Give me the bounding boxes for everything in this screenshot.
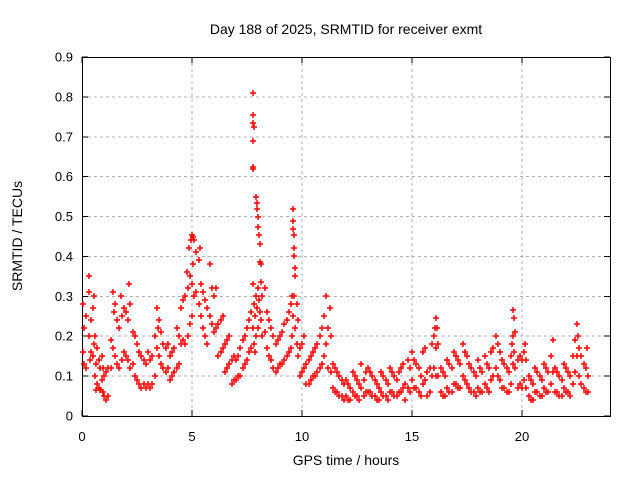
grid-lines bbox=[82, 57, 610, 416]
x-tick-label: 10 bbox=[295, 429, 309, 444]
y-tick-label: 0.9 bbox=[55, 50, 73, 65]
y-tick-label: 0.6 bbox=[55, 169, 73, 184]
x-tick-label: 15 bbox=[405, 429, 419, 444]
data-points bbox=[80, 90, 591, 403]
y-tick-label: 0.2 bbox=[55, 329, 73, 344]
y-tick-label: 0 bbox=[66, 409, 73, 424]
y-tick-label: 0.5 bbox=[55, 209, 73, 224]
x-tick-label: 0 bbox=[78, 429, 85, 444]
chart-title: Day 188 of 2025, SRMTID for receiver exm… bbox=[209, 21, 483, 37]
y-tick-label: 0.7 bbox=[55, 129, 73, 144]
y-axis-label: SRMTID / TECUs bbox=[9, 180, 25, 292]
y-tick-label: 0.4 bbox=[55, 249, 73, 264]
x-tick-label: 5 bbox=[188, 429, 195, 444]
y-tick-label: 0.8 bbox=[55, 89, 73, 104]
x-tick-label: 20 bbox=[515, 429, 529, 444]
x-axis-label: GPS time / hours bbox=[292, 452, 400, 468]
plot-border bbox=[82, 57, 611, 417]
axis-ticks bbox=[81, 56, 610, 417]
y-tick-label: 0.1 bbox=[55, 369, 73, 384]
y-tick-label: 0.3 bbox=[55, 289, 73, 304]
